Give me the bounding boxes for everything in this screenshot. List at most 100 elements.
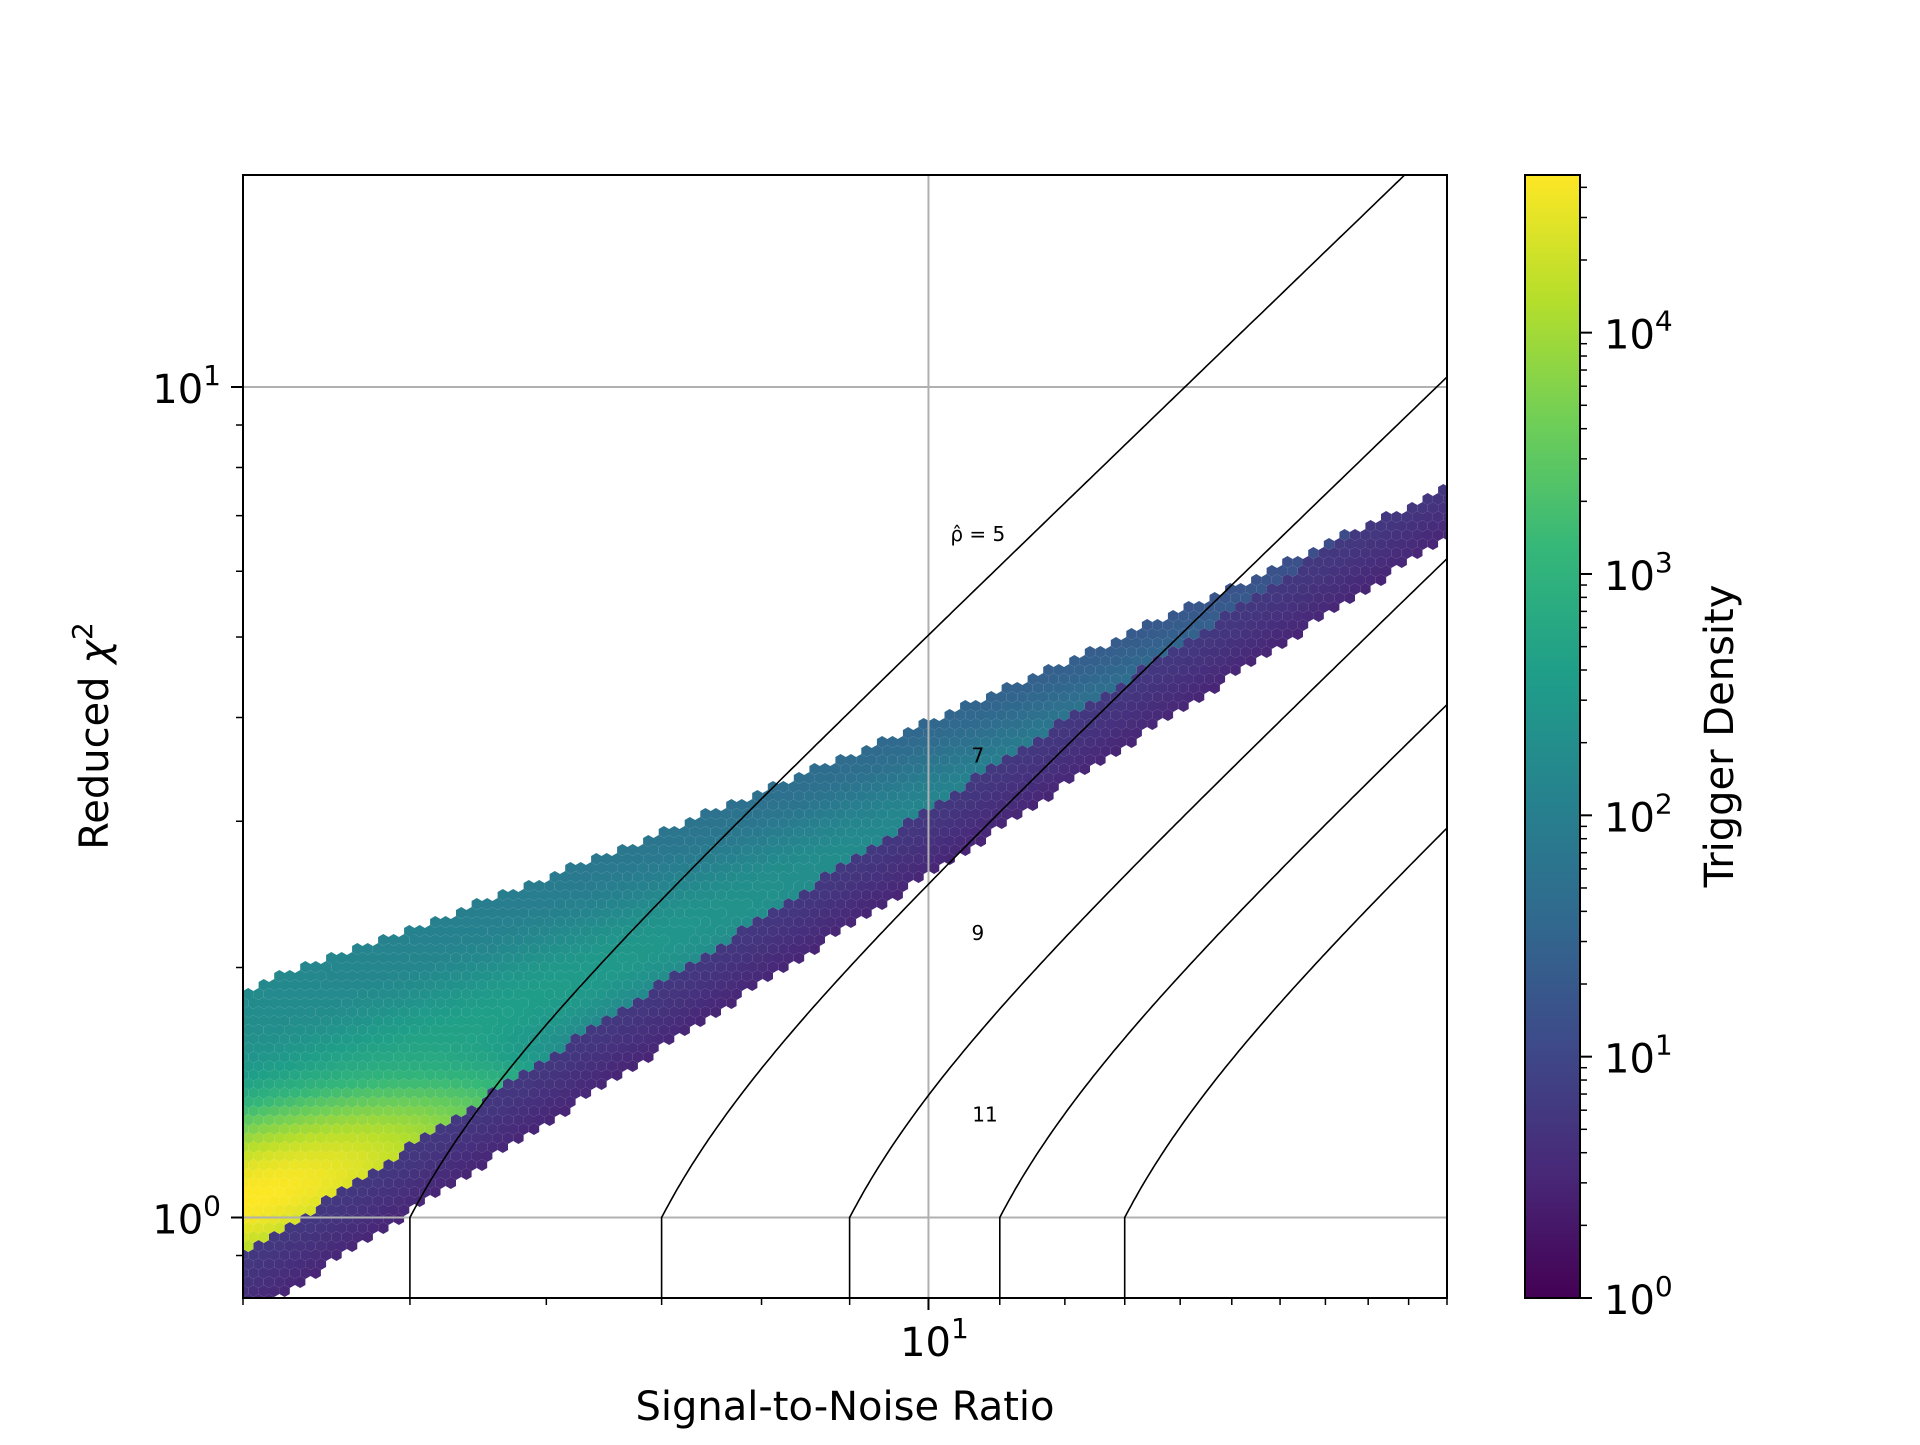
hexbin-group [269, 1159, 332, 1171]
hexbin-group [274, 502, 1447, 1270]
hexbin-group [310, 1105, 321, 1117]
hexbin-group [289, 1123, 301, 1135]
hexbin-group [1043, 664, 1054, 676]
hexbin-group [243, 916, 701, 1063]
hexbin-group [289, 1213, 301, 1225]
contour-line [1123, 826, 1447, 1298]
hexbin-group [279, 1105, 290, 1117]
hexbin-group [388, 1114, 399, 1126]
hexbin-group [404, 1051, 425, 1063]
hexbin-group [253, 1114, 264, 1126]
hexbin-group [274, 1114, 285, 1126]
hexbin-group [1251, 565, 1298, 586]
density-hexbins [243, 484, 1447, 1298]
hexbin-group [279, 1042, 514, 1081]
hexbin-group [243, 862, 820, 1045]
hexbin-group [508, 1069, 519, 1081]
hexbin-group [341, 1087, 353, 1099]
hexbin-group [305, 1132, 316, 1144]
hexbin-group [1167, 592, 1241, 622]
hexbin-group [398, 1024, 410, 1036]
hexbin-group [326, 1096, 337, 1108]
hexbin-group [970, 664, 1106, 712]
hexbin-group [289, 979, 560, 1063]
hexbin-group [404, 1123, 415, 1135]
colorbar-ticks: 100 101 102 103 104 [1580, 186, 1673, 1324]
hexbin-group [300, 1051, 493, 1081]
hexbin-group [362, 1159, 373, 1171]
colorbar-tick-label: 101 [1604, 1029, 1673, 1083]
hexbin-group [243, 520, 1418, 1288]
hexbin-group [409, 1114, 420, 1126]
hexbin-group [315, 1168, 327, 1180]
hexbin-group [1012, 628, 1200, 694]
hexbin-group [243, 1168, 254, 1180]
hexbin-group [243, 1150, 316, 1216]
grid-lines [243, 175, 1447, 1298]
hexbin-group [825, 826, 919, 892]
y-axis-label-symbol: χ [72, 639, 118, 666]
hexbin-group [663, 1033, 675, 1045]
hexbin-group [300, 988, 550, 1063]
hexbin-group [269, 1069, 373, 1099]
hexbin-group [289, 1168, 321, 1207]
hexbin-group [269, 1105, 280, 1117]
hexbin-group [258, 1105, 269, 1117]
x-axis-ticks: 101 [242, 1298, 1448, 1366]
hexbin-group [248, 529, 1423, 1297]
hexbin-group [388, 1150, 399, 1162]
hexbin-group [445, 1105, 456, 1117]
colorbar-tick-label: 103 [1604, 546, 1673, 600]
hexbin-group [1084, 610, 1220, 658]
hexbin-group [289, 1051, 503, 1081]
hexbin-group [357, 1096, 368, 1108]
hexbin-group [258, 1141, 290, 1243]
hexbin-group [243, 1195, 259, 1207]
hexbin-group [300, 529, 1444, 1279]
hexbin-group [243, 664, 1148, 1261]
hexbin-group [450, 1096, 462, 1108]
hexbin-group [331, 1060, 420, 1081]
hexbin-group [367, 1096, 379, 1108]
hexbin-group [466, 1069, 477, 1081]
hexbin-group [809, 727, 966, 775]
hexbin-group [295, 1024, 482, 1072]
hexbin-group [1053, 646, 1127, 676]
hexbin-group [372, 1159, 384, 1171]
hexbin-group [336, 1150, 363, 1171]
hexbin-group [331, 1087, 342, 1099]
hexbin-group [388, 1096, 399, 1108]
hexbin-group [944, 727, 955, 739]
colorbar: 100 101 102 103 104 Trigger Density [1524, 174, 1743, 1324]
hexbin-group [331, 1123, 342, 1135]
hexbin-group [295, 1132, 306, 1144]
hexbin-group [243, 1159, 342, 1234]
colorbar-gradient [1525, 175, 1580, 1298]
hexbin-group [372, 1123, 420, 1144]
hexbin-group [243, 538, 1418, 1298]
hexbin-group [1235, 574, 1283, 595]
hexbin-group [398, 1078, 431, 1090]
hexbin-group [440, 1114, 451, 1126]
hexbin-group [243, 1114, 254, 1126]
hexbin-group [243, 1177, 290, 1207]
hexbin-group [284, 511, 1444, 1270]
hexbin-group [258, 934, 670, 1063]
hexbin-group [289, 1078, 493, 1099]
hexbin-group [721, 799, 779, 820]
hexbin-group [263, 502, 1439, 1270]
hexbin-group [362, 1087, 373, 1099]
hexbin-group [336, 1114, 347, 1126]
hexbin-group [876, 826, 971, 892]
hexbin-group [435, 1105, 446, 1117]
x-axis-label: Signal-to-Noise Ratio [635, 1384, 1054, 1430]
hexbin-group [253, 961, 602, 1072]
contour-label: 9 [971, 921, 984, 945]
hexbin-group [393, 1141, 405, 1153]
hexbin-group [253, 1096, 264, 1108]
hexbin-group [243, 1186, 275, 1198]
hexbin-group [263, 979, 571, 1072]
hexbin-group [331, 1051, 342, 1063]
hexbin-group [269, 1177, 280, 1189]
contour-line [409, 175, 1406, 1298]
